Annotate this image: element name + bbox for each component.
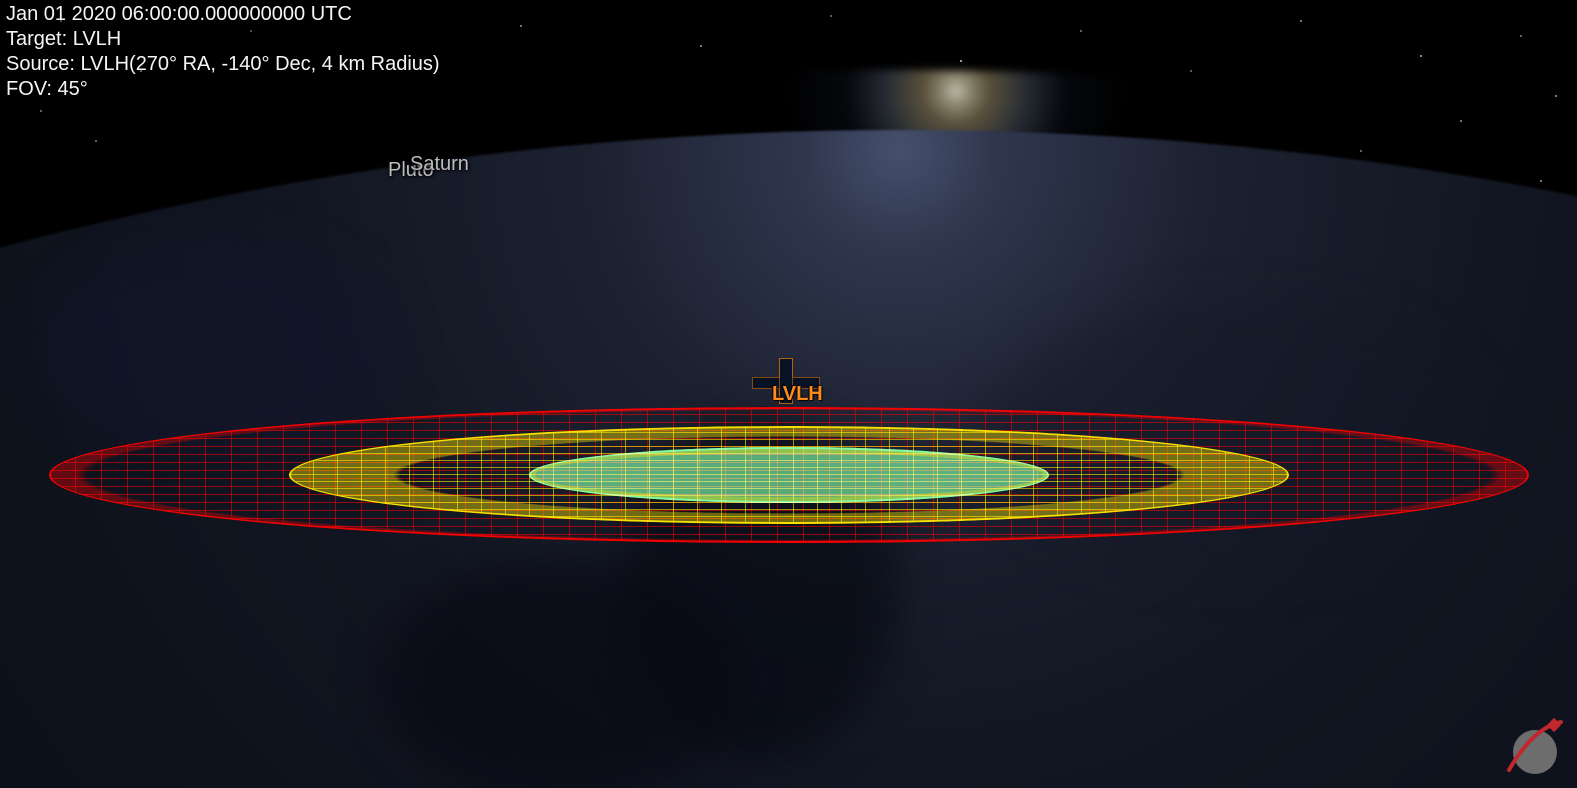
range-ring-inner	[529, 447, 1049, 503]
star	[700, 45, 702, 47]
star	[1520, 35, 1522, 37]
terrain-shadow	[380, 560, 740, 788]
star	[830, 15, 832, 17]
star	[1540, 180, 1542, 182]
hud-overlay: Jan 01 2020 06:00:00.000000000 UTC Targe…	[6, 2, 440, 102]
star	[1420, 55, 1422, 57]
hud-timestamp: Jan 01 2020 06:00:00.000000000 UTC	[6, 2, 440, 27]
viewport-3d[interactable]: Pluto Saturn LVLH Jan 01 2020 06:00:00.0…	[0, 0, 1577, 788]
star	[1460, 120, 1462, 122]
star	[1080, 30, 1082, 32]
range-rings	[49, 405, 1529, 545]
star	[40, 110, 42, 112]
hud-fov: FOV: 45°	[6, 77, 440, 102]
star	[95, 140, 97, 142]
hud-source: Source: LVLH(270° RA, -140° Dec, 4 km Ra…	[6, 52, 440, 77]
star	[1300, 20, 1302, 22]
hud-target: Target: LVLH	[6, 27, 440, 52]
star	[1555, 95, 1557, 97]
star	[960, 60, 962, 62]
app-logo-icon	[1503, 716, 1567, 780]
star	[520, 25, 522, 27]
label-target: LVLH	[772, 383, 823, 406]
star	[1360, 150, 1362, 152]
star	[1190, 70, 1192, 72]
label-saturn: Saturn	[410, 153, 469, 176]
